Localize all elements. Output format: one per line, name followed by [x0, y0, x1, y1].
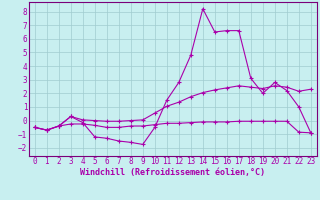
X-axis label: Windchill (Refroidissement éolien,°C): Windchill (Refroidissement éolien,°C) — [80, 168, 265, 177]
